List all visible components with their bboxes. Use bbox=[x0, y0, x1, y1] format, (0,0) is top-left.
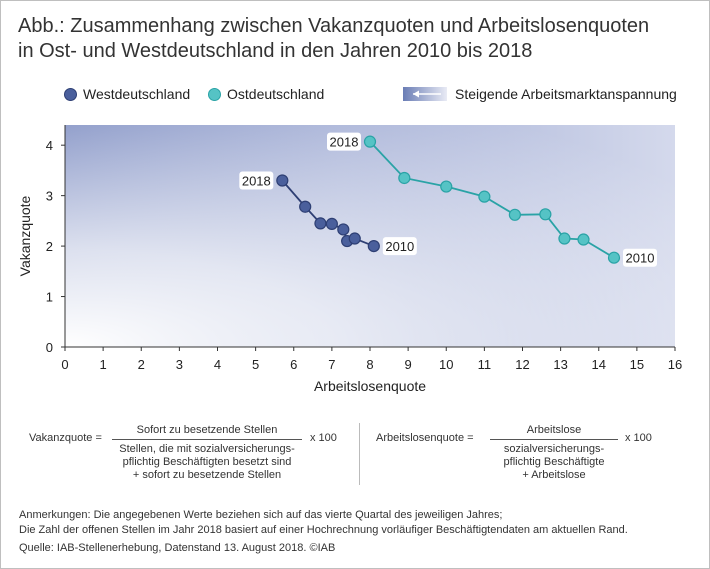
vakanz-numerator: Sofort zu besetzende Stellen bbox=[136, 424, 278, 436]
y-tick-label: 1 bbox=[46, 290, 53, 305]
legend-tension-label: Steigende Arbeitsmarktanspannung bbox=[455, 86, 677, 102]
east-data-point bbox=[363, 135, 377, 148]
vakanz-denominator-line-2: pflichtig Beschäftigten besetzt sind bbox=[122, 456, 292, 468]
source-line: Quelle: IAB-Stellenerhebung, Datenstand … bbox=[19, 542, 336, 554]
chart-title: Abb.: Zusammenhang zwischen Vakanzquoten… bbox=[18, 14, 698, 64]
x-tick-label: 11 bbox=[478, 357, 492, 372]
axes: 0 1 2 3 4 5 6 7 8 9 10 11 12 13 14 15 1601234Arbeitslose… bbox=[17, 125, 682, 394]
alq-denominator-line-2: pflichtig Beschäftigte bbox=[503, 456, 605, 468]
alq-denominator: sozialversicherungs- pflichtig Beschäfti… bbox=[487, 443, 621, 482]
alq-denominator-line-1: sozialversicherungs- bbox=[503, 443, 605, 455]
east-start-label: 2018 bbox=[330, 135, 359, 150]
east-data-point bbox=[398, 171, 411, 185]
west-data-point bbox=[337, 223, 350, 236]
vakanz-denominator: Stellen, die mit sozialversicherungs- pf… bbox=[108, 443, 306, 482]
notes: Anmerkungen: Die angegebenen Werte bezie… bbox=[19, 508, 628, 556]
vakanz-formula-label: Vakanzquote = bbox=[29, 432, 102, 444]
x-tick-label: 5 bbox=[252, 357, 259, 372]
east-data-point bbox=[478, 190, 491, 203]
west-data-point bbox=[367, 239, 380, 253]
west-data-point bbox=[325, 217, 338, 230]
west-data-point bbox=[348, 232, 361, 245]
west-end-label: 2010 bbox=[385, 239, 414, 254]
east-data-point bbox=[508, 208, 521, 221]
alq-fraction-line bbox=[490, 439, 618, 440]
x-tick-label: 8 bbox=[366, 357, 373, 372]
x-tick-label: 13 bbox=[553, 357, 567, 372]
x-tick-label: 7 bbox=[328, 357, 335, 372]
alq-factor: x 100 bbox=[625, 432, 652, 444]
x-tick-label: 6 bbox=[290, 357, 297, 372]
plot-background bbox=[65, 125, 675, 347]
x-tick-label: 1 bbox=[100, 357, 107, 372]
legend-east-label: Ostdeutschland bbox=[227, 86, 325, 102]
x-tick-label: 15 bbox=[630, 357, 644, 372]
left-arrow-icon bbox=[413, 90, 441, 98]
legend-tension: Steigende Arbeitsmarktanspannung bbox=[403, 86, 677, 102]
east-data-point bbox=[539, 208, 552, 221]
chart-svg: 0 1 2 3 4 5 6 7 8 9 10 11 12 13 14 15 1601234Arbeitslose… bbox=[17, 125, 682, 394]
y-tick-label: 0 bbox=[46, 340, 53, 355]
y-axis-title: Vakanzquote bbox=[17, 195, 33, 276]
note-line-1: Anmerkungen: Die angegebenen Werte bezie… bbox=[19, 509, 503, 521]
x-tick-label: 10 bbox=[439, 357, 453, 372]
x-tick-label: 9 bbox=[405, 357, 412, 372]
west-data-point bbox=[314, 217, 327, 230]
legend-west-label: Westdeutschland bbox=[83, 86, 191, 102]
east-end-label-box bbox=[623, 248, 657, 267]
y-tick-label: 4 bbox=[46, 138, 53, 153]
east-data-point bbox=[440, 180, 453, 193]
x-axis-title: Arbeitslosenquote bbox=[314, 378, 426, 394]
vakanz-factor: x 100 bbox=[310, 432, 337, 444]
alq-denominator-line-3: + Arbeitslose bbox=[522, 469, 586, 481]
east-data-point bbox=[607, 251, 621, 264]
tension-gradient-swatch bbox=[403, 87, 447, 101]
x-tick-label: 16 bbox=[668, 357, 682, 372]
alq-formula-label: Arbeitslosenquote = bbox=[376, 432, 474, 444]
legend-west: Westdeutschland bbox=[64, 86, 190, 102]
east-start-label-box bbox=[327, 132, 361, 151]
point-labels: 2018 2010 2018 2010 bbox=[239, 132, 657, 267]
east-data-point bbox=[577, 233, 590, 246]
east-data-point bbox=[558, 232, 571, 245]
formula-separator bbox=[359, 423, 360, 485]
y-tick-label: 3 bbox=[46, 189, 53, 204]
vakanz-denominator-line-3: + sofort zu besetzende Stellen bbox=[132, 469, 282, 481]
y-tick-label: 2 bbox=[46, 239, 53, 254]
title-line-1: Abb.: Zusammenhang zwischen Vakanzquoten… bbox=[18, 15, 650, 37]
vakanz-fraction-line bbox=[112, 439, 302, 440]
x-tick-label: 14 bbox=[592, 357, 606, 372]
west-data-point bbox=[276, 174, 289, 187]
west-data-point bbox=[299, 200, 312, 213]
plot-area-highlight bbox=[65, 125, 675, 347]
alq-numerator: Arbeitslose bbox=[526, 424, 582, 436]
note-line-2: Die Zahl der offenen Stellen im Jahr 201… bbox=[19, 524, 628, 536]
legend-east: Ostdeutschland bbox=[208, 86, 324, 102]
x-tick-label: 12 bbox=[515, 357, 529, 372]
west-end-label-box bbox=[382, 237, 417, 256]
x-tick-label: 2 bbox=[138, 357, 145, 372]
x-tick-label: 4 bbox=[214, 357, 221, 372]
series-layer bbox=[276, 135, 621, 264]
legend-west-marker bbox=[64, 87, 77, 101]
west-start-label-box bbox=[239, 171, 274, 190]
x-tick-label: 0 bbox=[61, 357, 68, 372]
x-tick-label: 3 bbox=[176, 357, 183, 372]
legend-east-marker bbox=[208, 87, 221, 101]
title-line-2: in Ost- und Westdeutschland in den Jahre… bbox=[18, 40, 533, 62]
vakanz-denominator-line-1: Stellen, die mit sozialversicherungs- bbox=[119, 443, 295, 455]
east-end-label: 2010 bbox=[626, 251, 655, 266]
west-start-label: 2018 bbox=[242, 174, 271, 189]
